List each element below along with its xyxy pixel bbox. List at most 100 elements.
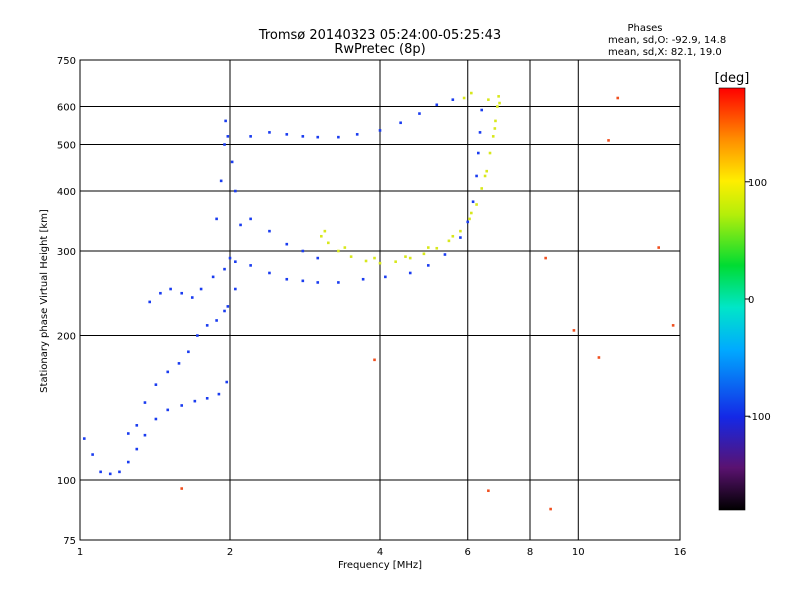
data-point bbox=[462, 96, 466, 100]
data-point bbox=[361, 277, 365, 281]
data-point bbox=[491, 135, 495, 138]
data-point bbox=[143, 401, 147, 404]
data-point bbox=[373, 358, 376, 362]
data-point bbox=[657, 246, 660, 249]
data-point bbox=[408, 271, 412, 275]
phases-x-stats: mean, sd,X: 82.1, 19.0 bbox=[608, 47, 722, 58]
data-point bbox=[239, 223, 242, 227]
data-point bbox=[223, 143, 226, 146]
data-point bbox=[166, 370, 170, 374]
data-point bbox=[228, 256, 232, 260]
data-point bbox=[226, 135, 230, 138]
x-tick-label: 2 bbox=[227, 547, 233, 558]
phases-o-stats: mean, sd,O: -92.9, 14.8 bbox=[608, 35, 726, 46]
data-point bbox=[118, 470, 121, 474]
data-point bbox=[225, 380, 229, 384]
data-point bbox=[426, 246, 430, 249]
data-point bbox=[249, 264, 252, 267]
data-point bbox=[285, 133, 289, 136]
data-point bbox=[477, 151, 480, 155]
data-point bbox=[82, 437, 86, 440]
data-point bbox=[301, 135, 305, 138]
data-point bbox=[135, 424, 139, 427]
y-tick-label: 300 bbox=[57, 247, 76, 258]
data-point bbox=[234, 189, 237, 193]
data-point bbox=[187, 350, 190, 354]
data-point bbox=[488, 151, 492, 155]
data-point bbox=[180, 487, 184, 490]
colorbar-tick-label: -100 bbox=[748, 412, 771, 423]
grid-lines bbox=[80, 60, 680, 540]
data-point bbox=[327, 241, 330, 245]
data-point bbox=[616, 96, 620, 100]
data-point bbox=[177, 362, 181, 365]
data-point bbox=[470, 211, 473, 215]
data-point bbox=[285, 277, 289, 281]
y-tick-label: 75 bbox=[63, 536, 76, 547]
data-point bbox=[230, 160, 234, 164]
data-point bbox=[459, 236, 462, 239]
data-point bbox=[435, 246, 439, 250]
data-point bbox=[475, 174, 478, 178]
data-point bbox=[337, 135, 340, 139]
data-point bbox=[126, 432, 130, 435]
data-point bbox=[544, 256, 547, 260]
data-point bbox=[466, 220, 470, 224]
data-point bbox=[483, 174, 487, 178]
data-point bbox=[217, 392, 221, 396]
data-point bbox=[607, 139, 610, 142]
data-point bbox=[143, 433, 147, 437]
data-points bbox=[82, 91, 675, 511]
data-point bbox=[494, 119, 497, 123]
data-point bbox=[193, 399, 197, 403]
data-point bbox=[226, 305, 230, 308]
y-tick-label: 200 bbox=[57, 332, 76, 343]
data-point bbox=[549, 507, 552, 511]
data-point bbox=[364, 259, 368, 263]
data-point bbox=[451, 234, 455, 238]
data-point bbox=[148, 300, 152, 304]
x-tick-label: 16 bbox=[674, 547, 687, 558]
data-point bbox=[480, 187, 484, 190]
colorbar-ticks: 100 0 -100 bbox=[745, 178, 771, 423]
data-point bbox=[316, 281, 320, 284]
data-point bbox=[418, 112, 421, 115]
data-point bbox=[234, 260, 237, 264]
data-point bbox=[301, 279, 305, 283]
data-point bbox=[219, 179, 223, 183]
chart-title: Tromsø 20140323 05:24:00-05:25:43 bbox=[258, 28, 501, 43]
colorbar-tick-label: 100 bbox=[748, 178, 767, 189]
y-ticks: 75 100 200 300 400 500 600 750 bbox=[57, 56, 76, 547]
data-point bbox=[159, 291, 162, 295]
data-point bbox=[435, 103, 439, 107]
data-point bbox=[320, 234, 323, 238]
data-point bbox=[205, 324, 209, 327]
data-point bbox=[487, 489, 490, 493]
data-point bbox=[485, 169, 489, 173]
x-tick-label: 4 bbox=[377, 547, 383, 558]
colorbar-tick-label: 0 bbox=[748, 295, 754, 306]
data-point bbox=[268, 131, 271, 134]
data-point bbox=[196, 334, 199, 337]
data-point bbox=[91, 453, 94, 456]
data-point bbox=[154, 383, 158, 386]
x-tick-label: 1 bbox=[77, 547, 83, 558]
y-tick-label: 400 bbox=[57, 187, 76, 198]
data-point bbox=[399, 121, 402, 125]
data-point bbox=[470, 91, 473, 95]
data-point bbox=[337, 281, 340, 284]
plot-area-frame bbox=[79, 59, 681, 541]
data-point bbox=[268, 229, 271, 233]
data-point bbox=[671, 324, 675, 327]
data-point bbox=[422, 252, 426, 256]
data-point bbox=[471, 200, 475, 204]
data-point bbox=[384, 275, 387, 279]
data-point bbox=[404, 255, 407, 258]
x-tick-label: 10 bbox=[572, 547, 585, 558]
y-tick-label: 500 bbox=[57, 141, 76, 152]
data-point bbox=[223, 309, 226, 313]
data-point bbox=[268, 271, 271, 275]
data-point bbox=[301, 249, 305, 253]
y-tick-label: 750 bbox=[57, 56, 76, 67]
data-point bbox=[349, 255, 353, 258]
